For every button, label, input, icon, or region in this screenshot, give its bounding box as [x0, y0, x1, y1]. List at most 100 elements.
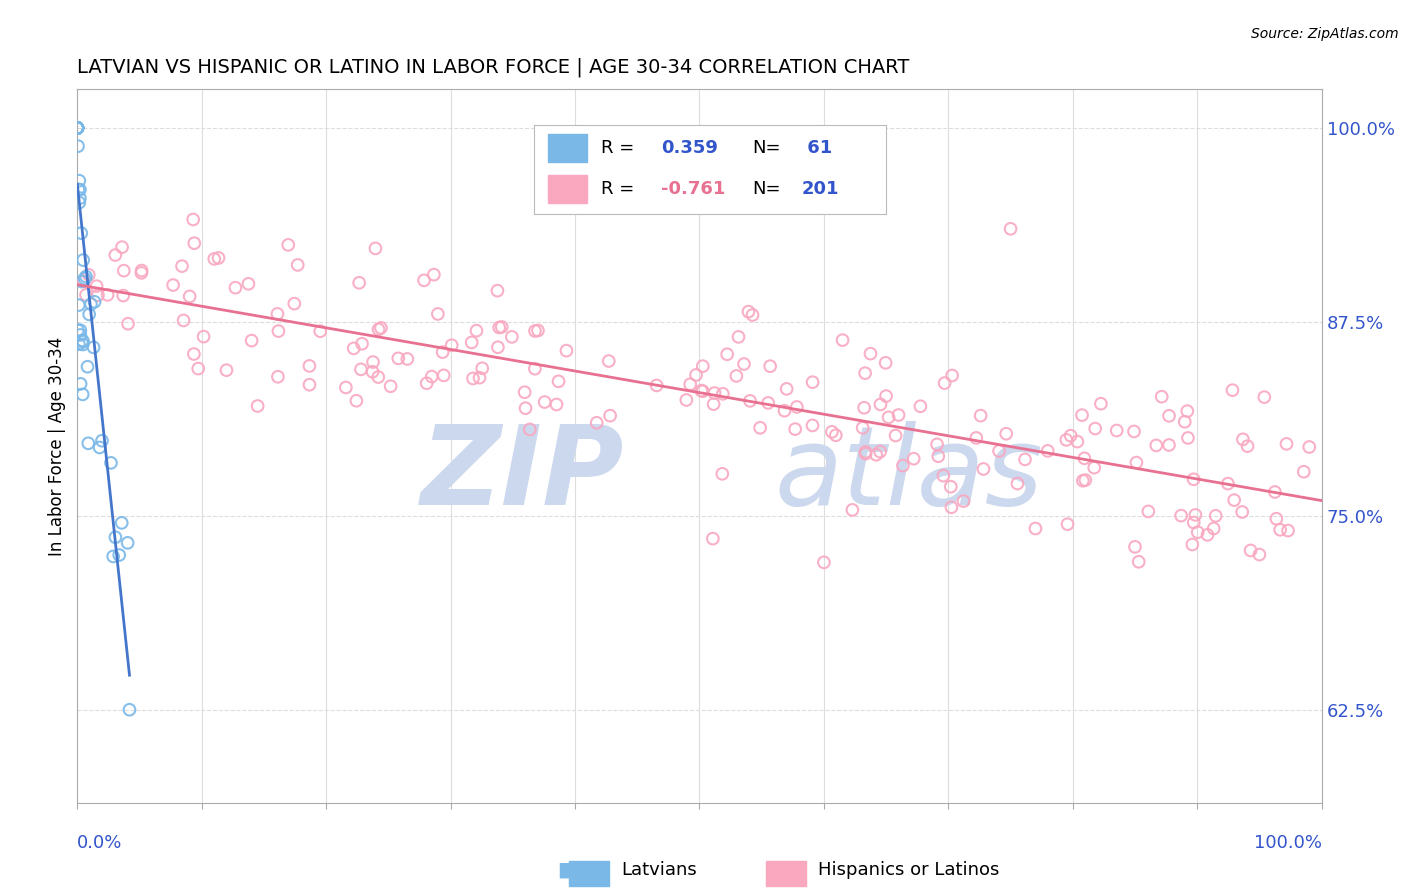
Point — [67, 298, 90, 312]
Point — [89, 441, 111, 455]
Text: LATVIAN VS HISPANIC OR LATINO IN LABOR FORCE | AGE 30-34 CORRELATION CHART: LATVIAN VS HISPANIC OR LATINO IN LABOR F… — [77, 57, 910, 77]
Point — [415, 376, 437, 391]
Point — [513, 385, 536, 400]
Point — [801, 375, 824, 389]
Point — [468, 370, 491, 384]
Point — [75, 269, 97, 284]
Point — [69, 323, 91, 337]
Point — [66, 120, 89, 135]
Point — [335, 380, 357, 394]
Point — [1264, 485, 1286, 500]
Point — [1007, 476, 1029, 491]
Point — [1181, 537, 1204, 551]
Point — [1292, 465, 1315, 479]
Point — [215, 363, 238, 377]
Point — [865, 448, 887, 462]
Point — [877, 410, 900, 425]
Text: -0.761: -0.761 — [661, 180, 725, 198]
Point — [519, 422, 541, 436]
Point — [972, 462, 994, 476]
Point — [66, 323, 89, 337]
Point — [72, 387, 94, 401]
Point — [853, 366, 876, 380]
Text: N=: N= — [752, 180, 780, 198]
Point — [131, 263, 153, 277]
Point — [995, 426, 1018, 441]
Point — [1298, 440, 1320, 454]
Point — [69, 191, 91, 205]
Point — [66, 120, 89, 135]
Point — [1123, 425, 1146, 439]
Point — [1170, 508, 1192, 523]
Point — [361, 365, 384, 379]
Point — [488, 320, 510, 334]
Point — [533, 395, 555, 409]
Point — [903, 451, 925, 466]
Point — [932, 468, 955, 483]
Point — [1187, 525, 1209, 540]
Point — [703, 397, 725, 411]
Point — [934, 376, 956, 390]
Point — [396, 351, 419, 366]
Point — [72, 334, 94, 349]
Point — [101, 549, 124, 564]
Point — [1071, 408, 1094, 422]
Point — [841, 503, 863, 517]
Point — [183, 236, 205, 251]
Point — [240, 334, 263, 348]
Point — [66, 120, 89, 135]
Point — [1123, 540, 1146, 554]
Point — [738, 393, 761, 408]
Point — [1239, 543, 1261, 558]
Point — [585, 416, 607, 430]
Point — [1249, 548, 1271, 562]
Point — [471, 361, 494, 376]
Point — [298, 377, 321, 392]
Point — [703, 386, 725, 401]
Point — [1157, 409, 1180, 423]
Point — [66, 120, 89, 135]
Point — [501, 330, 523, 344]
Point — [1275, 437, 1298, 451]
Point — [1128, 555, 1150, 569]
Point — [426, 307, 449, 321]
Text: 201: 201 — [801, 180, 839, 198]
Point — [1184, 508, 1206, 522]
Point — [66, 120, 89, 135]
Point — [1232, 433, 1254, 447]
Point — [988, 444, 1011, 458]
Point — [387, 351, 409, 366]
Text: 61: 61 — [801, 139, 832, 157]
Point — [413, 273, 436, 287]
Point — [433, 368, 456, 383]
Point — [547, 374, 569, 388]
Point — [66, 120, 89, 135]
Point — [1059, 428, 1081, 442]
Point — [1150, 390, 1173, 404]
Point — [66, 120, 89, 135]
Point — [420, 369, 443, 384]
Point — [884, 428, 907, 442]
Point — [1177, 431, 1199, 445]
Point — [1197, 528, 1219, 542]
Point — [66, 120, 89, 135]
Point — [813, 555, 835, 569]
Point — [170, 259, 193, 273]
Point — [66, 120, 89, 135]
Point — [344, 393, 367, 408]
Point — [111, 240, 134, 254]
Point — [785, 422, 807, 436]
Point — [461, 371, 484, 385]
Point — [824, 428, 846, 442]
Point — [66, 120, 89, 135]
Point — [952, 494, 974, 508]
Point — [891, 458, 914, 473]
Point — [702, 532, 724, 546]
Point — [66, 120, 89, 135]
Point — [679, 377, 702, 392]
Point — [465, 324, 488, 338]
Point — [925, 437, 948, 451]
Point — [645, 378, 668, 392]
Point — [350, 362, 373, 376]
Point — [104, 248, 127, 262]
